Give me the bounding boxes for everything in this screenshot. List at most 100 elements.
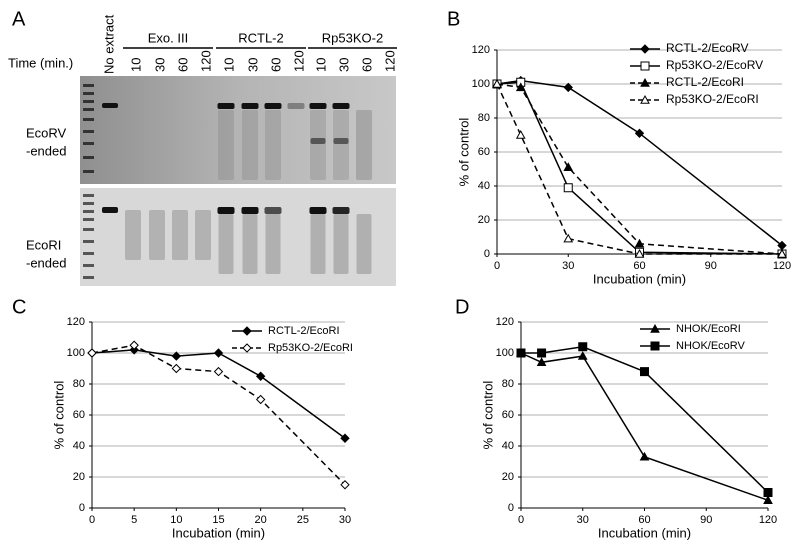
row-label: -ended (26, 143, 66, 158)
x-tick-label: 15 (212, 514, 224, 526)
legend-label: RCTL-2/EcoRI (666, 75, 744, 89)
marker (516, 77, 526, 87)
x-tick-label: 0 (89, 514, 95, 526)
lane-time: 60 (359, 58, 374, 72)
x-axis-label: Incubation (min) (172, 525, 265, 540)
ladder-band (83, 130, 94, 133)
panel-label: B (447, 8, 460, 30)
ladder-band (83, 92, 94, 95)
x-tick-label: 0 (494, 260, 500, 272)
gel-band (332, 207, 350, 214)
ladder-band (83, 202, 94, 205)
gel-band (241, 207, 259, 214)
x-tick-label: 120 (773, 260, 791, 272)
legend-marker (640, 77, 650, 87)
ladder-band (83, 252, 94, 255)
y-tick-label: 20 (478, 214, 490, 226)
gel-band (310, 138, 326, 144)
gel-band (102, 103, 118, 108)
ladder-band (83, 194, 94, 197)
panel-label: C (12, 296, 26, 318)
marker (515, 82, 526, 92)
y-tick-label: 120 (472, 44, 490, 56)
x-tick-label: 30 (562, 260, 574, 272)
y-tick-label: 60 (73, 409, 85, 421)
y-tick-label: 100 (67, 347, 85, 359)
series-line (91, 349, 346, 439)
y-axis-label: % of control (480, 381, 495, 450)
legend-label: Rp53KO-2/EcoRV (666, 58, 763, 72)
ladder-band (83, 264, 94, 267)
group-label: Rp53KO-2 (322, 30, 383, 45)
ladder-band (83, 276, 94, 279)
gel-band (217, 103, 235, 109)
x-axis-label: Incubation (min) (598, 525, 691, 540)
no-extract-label: No extract (101, 14, 116, 74)
marker (634, 128, 645, 139)
marker (171, 351, 182, 361)
series-line (91, 344, 346, 486)
y-tick-label: 0 (484, 248, 490, 260)
legend-marker (640, 94, 650, 104)
gel-band (102, 207, 118, 213)
legend-label: RCTL-2/EcoRI (268, 325, 340, 337)
lane-time: 30 (152, 58, 167, 72)
marker (563, 233, 574, 243)
marker (536, 357, 547, 366)
legend-label: NHOK/EcoRI (676, 323, 741, 335)
row-label: -ended (26, 255, 66, 270)
legend-label: Rp53KO-2/EcoRI (666, 92, 759, 106)
marker (515, 129, 526, 139)
gel-band (287, 103, 305, 109)
x-tick-label: 60 (633, 260, 645, 272)
x-tick-label: 60 (638, 514, 650, 526)
gel-band (242, 110, 258, 180)
marker (634, 248, 645, 258)
gel-band (195, 210, 211, 260)
gel-band (125, 210, 141, 260)
y-tick-label: 0 (79, 502, 85, 514)
gel-band (333, 214, 349, 274)
gel-band (309, 103, 327, 109)
x-tick-label: 20 (255, 514, 267, 526)
gel-band (172, 210, 188, 260)
marker (763, 495, 773, 504)
y-tick-label: 60 (478, 146, 490, 158)
legend-label: Rp53KO-2/EcoRI (268, 342, 353, 354)
ladder-band (83, 118, 94, 121)
x-tick-label: 10 (170, 514, 182, 526)
series-line (496, 81, 783, 255)
marker (578, 342, 588, 352)
legend-marker (650, 341, 660, 351)
marker (563, 162, 574, 171)
series-line (496, 83, 783, 255)
ladder-band (83, 108, 94, 111)
ladder-band (83, 218, 94, 221)
x-tick-label: 120 (759, 514, 777, 526)
gel-top (80, 76, 396, 184)
legend-marker (242, 343, 252, 353)
marker (563, 82, 573, 93)
gel-band (242, 214, 258, 274)
y-axis-label: % of control (456, 118, 471, 187)
legend-label: RCTL-2/EcoRV (666, 41, 748, 55)
group-label: RCTL-2 (238, 30, 284, 45)
lane-time: 120 (198, 50, 213, 72)
panel-label: D (455, 296, 469, 318)
y-tick-label: 40 (478, 180, 490, 192)
lane-time: 120 (291, 50, 306, 72)
gel-band (333, 138, 349, 144)
ladder-band (83, 240, 94, 243)
legend-marker (650, 323, 660, 333)
gel-band (309, 207, 327, 214)
lane-time: 10 (221, 58, 236, 72)
lane-time: 120 (382, 50, 397, 72)
gel-band (333, 110, 349, 180)
marker (763, 488, 773, 497)
legend-label: NHOK/EcoRV (676, 340, 746, 352)
y-tick-label: 20 (502, 471, 514, 483)
y-tick-label: 20 (73, 471, 85, 483)
y-tick-label: 80 (73, 378, 85, 390)
gel-band (356, 214, 372, 274)
gel-band (265, 214, 281, 274)
